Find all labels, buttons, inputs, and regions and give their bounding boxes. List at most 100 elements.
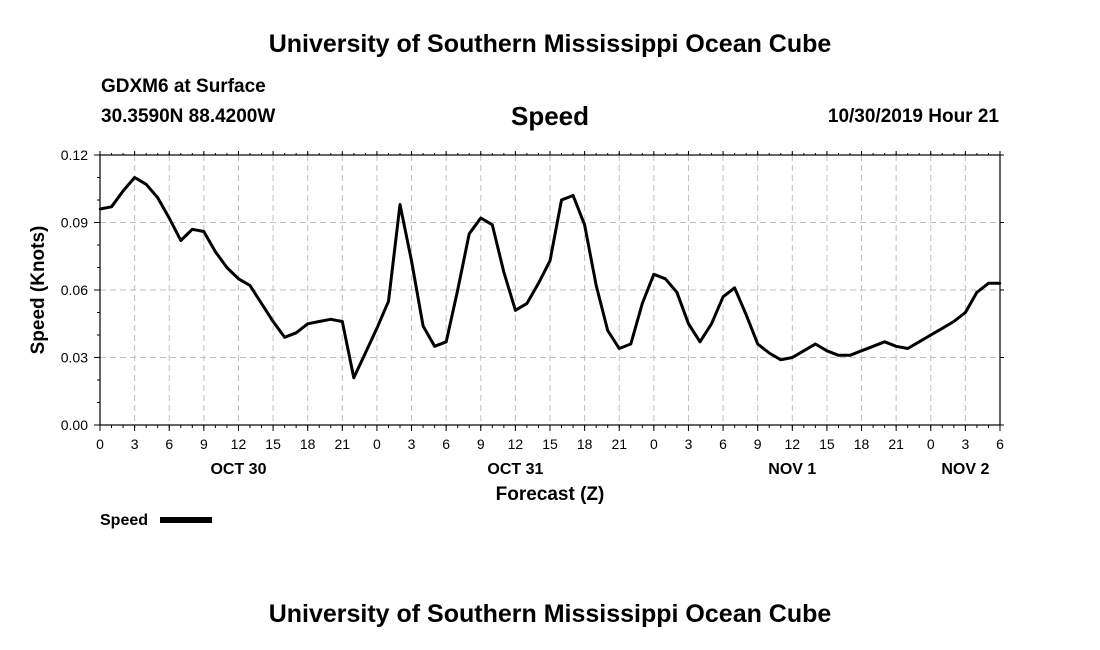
speed-data-point (421, 324, 425, 328)
speed-data-point (352, 376, 356, 379)
speed-data-point (802, 349, 806, 352)
speed-data-point (433, 345, 436, 348)
speed-data-point (260, 302, 263, 305)
x-tick-label: 6 (996, 436, 1004, 452)
speed-data-point (525, 302, 529, 305)
speed-data-point (491, 223, 494, 226)
speed-data-point (756, 342, 759, 346)
y-tick-label: 0.00 (61, 417, 88, 433)
speed-data-point (814, 342, 817, 346)
speed-data-point (271, 320, 275, 323)
speed-data-point (894, 345, 898, 348)
x-tick-label: 0 (96, 436, 104, 452)
speed-data-point (710, 322, 713, 325)
speed-data-point (468, 232, 471, 235)
speed-data-point (341, 320, 344, 323)
x-tick-label: 6 (165, 436, 173, 452)
header-title: University of Southern Mississippi Ocean… (268, 30, 832, 58)
speed-data-point (502, 270, 506, 274)
x-tick-label: 18 (854, 436, 870, 452)
speed-data-point (675, 291, 679, 294)
x-tick-label: 3 (408, 436, 416, 452)
speed-data-point (871, 345, 875, 348)
y-tick-label: 0.03 (61, 350, 88, 366)
run-time-label: 10/30/2019 Hour 21 (827, 106, 999, 127)
day-label: OCT 31 (487, 461, 543, 478)
speed-data-point (110, 205, 113, 208)
speed-data-point (883, 340, 886, 343)
x-tick-label: 12 (508, 436, 524, 452)
speed-data-point (306, 322, 309, 325)
x-tick-label: 21 (335, 436, 351, 452)
speed-data-point (641, 302, 644, 305)
speed-data-point (606, 329, 609, 332)
speed-data-point (629, 342, 632, 346)
speed-data-point (664, 277, 667, 280)
x-tick-label: 9 (200, 436, 208, 452)
speed-data-point (514, 309, 517, 312)
speed-data-point (721, 295, 725, 298)
legend-swatch (160, 517, 212, 523)
speed-data-point (248, 284, 252, 287)
speed-data-point (860, 349, 863, 352)
speed-data-point (733, 286, 736, 289)
x-tick-label: 21 (888, 436, 904, 452)
day-labels: OCT 30 OCT 31 NOV 1 NOV 2 (210, 461, 989, 478)
speed-data-point (156, 196, 159, 199)
speed-data-point (387, 300, 390, 303)
grid-lines (100, 155, 1000, 425)
speed-series-points (98, 176, 1002, 379)
speed-data-point (329, 318, 332, 321)
x-tick-label: 9 (477, 436, 485, 452)
speed-data-point (283, 336, 286, 339)
speed-data-point (375, 327, 379, 330)
speed-data-point (237, 277, 240, 280)
x-tick-label: 9 (754, 436, 762, 452)
speed-data-point (410, 259, 413, 262)
speed-data-point (479, 216, 482, 220)
day-label: NOV 2 (941, 461, 989, 478)
x-tick-label: 6 (442, 436, 450, 452)
legend-label: Speed (100, 512, 148, 529)
speed-data-point (398, 203, 402, 206)
x-tick-label: 15 (265, 436, 281, 452)
x-tick-label: 15 (542, 436, 558, 452)
x-tick-label: 3 (685, 436, 693, 452)
speed-data-point (906, 347, 909, 350)
speed-data-point (964, 311, 967, 314)
speed-data-point (652, 273, 656, 276)
speed-data-point (975, 291, 979, 294)
speed-data-point (444, 340, 448, 343)
speed-data-point (837, 354, 840, 357)
x-tick-label: 6 (719, 436, 727, 452)
x-tick-label: 0 (650, 436, 658, 452)
station-label: GDXM6 at Surface (101, 76, 266, 97)
speed-data-point (191, 228, 194, 231)
speed-data-point (144, 183, 148, 186)
speed-data-point (998, 282, 1002, 285)
x-tick-label: 0 (927, 436, 935, 452)
speed-data-point (98, 207, 102, 211)
x-tick-label: 0 (373, 436, 381, 452)
speed-data-point (825, 349, 829, 352)
speed-data-point (583, 223, 586, 226)
x-tick-label: 18 (300, 436, 316, 452)
x-tick-label: 18 (577, 436, 593, 452)
x-tick-label: 3 (131, 436, 139, 452)
y-axis-title: Speed (Knots) (28, 226, 49, 355)
day-label: OCT 30 (210, 461, 266, 478)
speed-data-point (952, 320, 956, 323)
speed-data-point (687, 322, 690, 325)
x-tick-label: 12 (785, 436, 801, 452)
speed-data-point (698, 340, 702, 343)
speed-data-point (744, 313, 748, 316)
speed-data-point (202, 230, 206, 233)
y-tick-label: 0.09 (61, 215, 88, 231)
speed-chart: 0.00 0.03 0.06 0.09 0.12 0 3 6 9 12 15 18 21 0 3 6 9 12 1… (28, 147, 1004, 529)
speed-data-point (791, 356, 794, 359)
speed-data-point (918, 340, 921, 343)
speed-data-point (941, 327, 944, 330)
y-tick-label: 0.06 (61, 282, 88, 298)
speed-data-point (929, 333, 932, 337)
x-tick-labels: 0 3 6 9 12 15 18 21 0 3 6 9 12 15 18 21 0 3 6 9 12 15 18 21 0 3 6 (96, 436, 1004, 452)
